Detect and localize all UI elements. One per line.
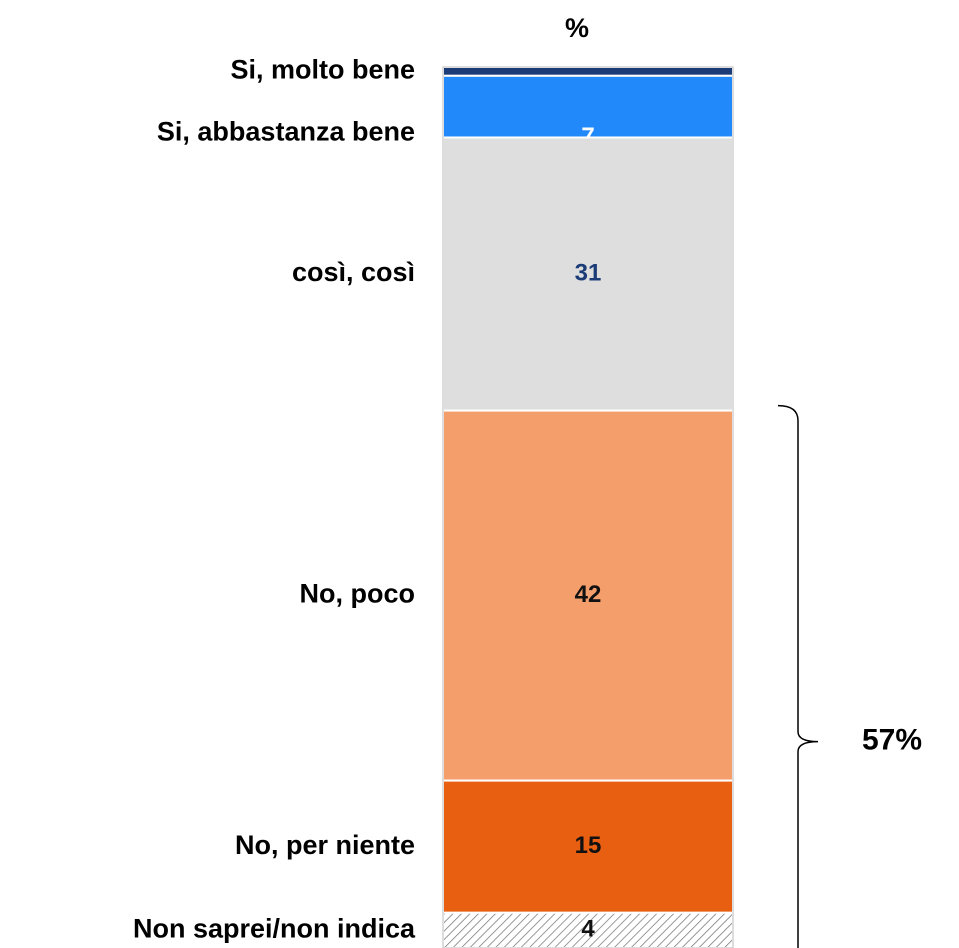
category-label: No, poco [300,579,416,609]
category-label: Si, abbastanza bene [157,117,415,147]
value-label: 4 [581,916,595,943]
value-label: 42 [575,581,602,608]
bar-outline [442,66,734,948]
bar-segment [442,66,734,77]
bracket [777,404,819,948]
category-label: Non saprei/non indica [133,914,416,944]
bar-segment [442,409,734,782]
bar-segment [442,779,734,914]
category-label: così, così [292,257,415,287]
value-label: 31 [575,259,602,286]
annotation: 57% [862,724,922,757]
category-label: No, per niente [235,830,415,860]
unit-label: % [565,13,589,43]
category-label: Si, molto bene [230,55,415,85]
value-label: 15 [575,832,602,859]
